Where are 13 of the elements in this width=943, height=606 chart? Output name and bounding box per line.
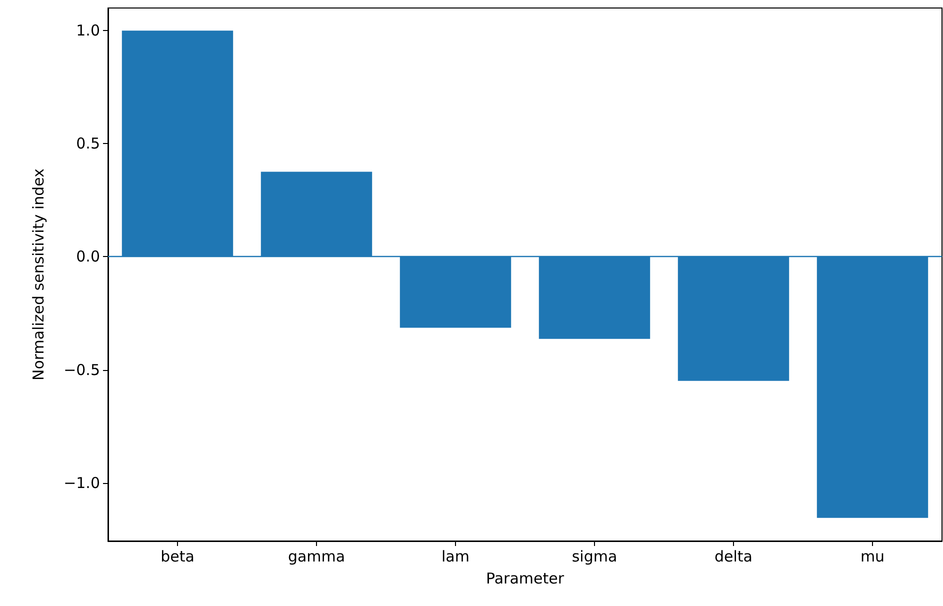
x-tick-label: gamma — [288, 548, 346, 566]
x-tick-label: mu — [860, 548, 885, 566]
x-axis-title: Parameter — [486, 570, 565, 588]
y-tick-label: 0.5 — [76, 134, 100, 153]
y-tick-label: −1.0 — [64, 474, 100, 492]
x-tick-label: beta — [160, 548, 194, 566]
y-axis-title: Normalized sensitivity index — [30, 168, 48, 381]
x-tick-label: lam — [442, 548, 470, 566]
y-tick-label: 1.0 — [76, 22, 100, 40]
x-tick-label: delta — [714, 548, 752, 566]
y-tick-label: 0.0 — [76, 248, 100, 266]
x-tick-label: sigma — [572, 548, 618, 566]
y-tick-label: −0.5 — [64, 360, 100, 379]
